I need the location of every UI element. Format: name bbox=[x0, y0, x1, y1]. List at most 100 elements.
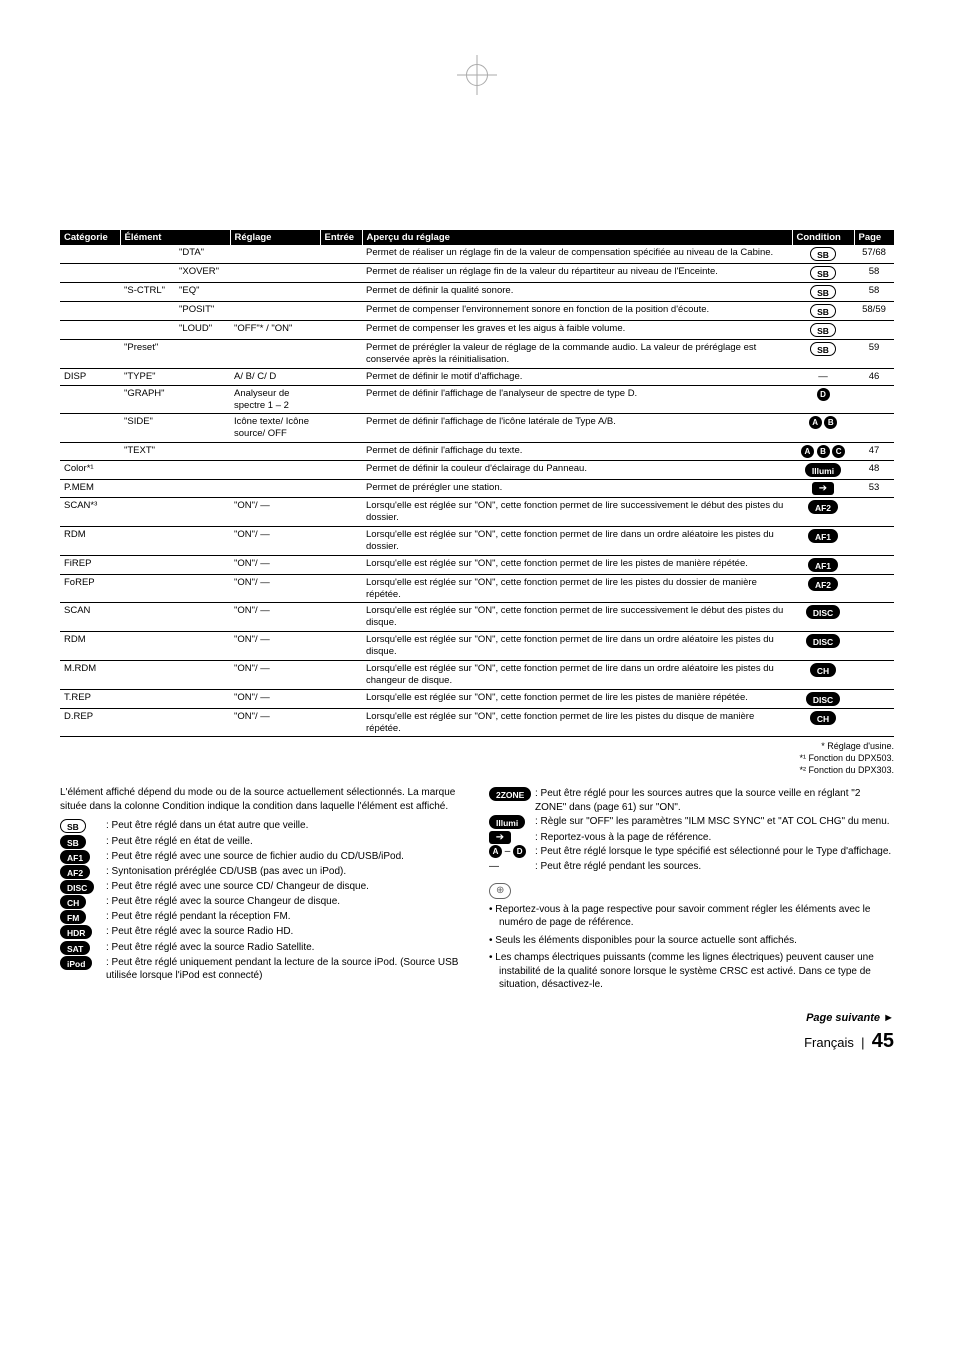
cell-ent bbox=[320, 708, 362, 737]
legend-icon: HDR bbox=[60, 925, 100, 939]
cell-cond: A B bbox=[792, 414, 854, 443]
cell-ap: Permet de réaliser un réglage fin de la … bbox=[362, 245, 792, 264]
table-row: DISP "TYPE" A/ B/ C/ D Permet de définir… bbox=[60, 368, 894, 385]
legend-icon: SB bbox=[60, 835, 100, 849]
cell-ent bbox=[320, 526, 362, 555]
table-row: "DTA" Permet de réaliser un réglage fin … bbox=[60, 245, 894, 264]
legend-row: — : Peut être réglé pendant les sources. bbox=[489, 860, 894, 874]
legend-row: ➔ : Reportez-vous à la page de référence… bbox=[489, 831, 894, 845]
cell-ent bbox=[320, 632, 362, 661]
note-item: Les champs électriques puissants (comme … bbox=[489, 951, 894, 992]
cell-el1 bbox=[120, 660, 175, 689]
cell-cat: Color*¹ bbox=[60, 461, 120, 480]
legend-icon: Illumi bbox=[489, 815, 529, 829]
cell-el1 bbox=[120, 708, 175, 737]
table-row: RDM "ON"/ — Lorsqu'elle est réglée sur "… bbox=[60, 632, 894, 661]
cell-cat: SCAN bbox=[60, 603, 120, 632]
note-item: Seuls les éléments disponibles pour la s… bbox=[489, 934, 894, 948]
cell-reg: Icône texte/ Icône source/ OFF bbox=[230, 414, 320, 443]
cell-el2 bbox=[175, 480, 230, 498]
th-condition: Condition bbox=[792, 230, 854, 245]
cell-reg: A/ B/ C/ D bbox=[230, 368, 320, 385]
cell-reg bbox=[230, 283, 320, 302]
cell-cat bbox=[60, 245, 120, 264]
notes-list: Reportez-vous à la page respective pour … bbox=[489, 903, 894, 992]
cell-page bbox=[854, 603, 894, 632]
cell-cond: CH bbox=[792, 708, 854, 737]
cell-ap: Permet de compenser les graves et les ai… bbox=[362, 321, 792, 340]
cell-reg: "ON"/ — bbox=[230, 555, 320, 574]
legend-row: HDR : Peut être réglé avec la source Rad… bbox=[60, 925, 465, 939]
note-icon: ⊕ bbox=[489, 883, 511, 899]
legend-text: : Peut être réglé avec une source CD/ Ch… bbox=[106, 880, 465, 894]
cell-page: 47 bbox=[854, 443, 894, 461]
cell-ap: Permet de définir la qualité sonore. bbox=[362, 283, 792, 302]
cell-reg: "ON"/ — bbox=[230, 708, 320, 737]
cell-cond: SB bbox=[792, 283, 854, 302]
cell-cond: D bbox=[792, 385, 854, 414]
cell-ent bbox=[320, 283, 362, 302]
cell-el2 bbox=[175, 603, 230, 632]
th-entree: Entrée bbox=[320, 230, 362, 245]
legend-text: : Reportez-vous à la page de référence. bbox=[535, 831, 894, 845]
cell-ap: Lorsqu'elle est réglée sur "ON", cette f… bbox=[362, 708, 792, 737]
cell-page bbox=[854, 498, 894, 527]
cell-el1: "S-CTRL" bbox=[120, 283, 175, 302]
cell-cond: Illumi bbox=[792, 461, 854, 480]
legend-text: : Peut être réglé lorsque le type spécif… bbox=[535, 845, 894, 859]
cell-ent bbox=[320, 555, 362, 574]
legend-text: : Peut être réglé dans un état autre que… bbox=[106, 819, 465, 833]
legend-row: SB : Peut être réglé en état de veille. bbox=[60, 835, 465, 849]
cell-ent bbox=[320, 414, 362, 443]
cell-ent bbox=[320, 340, 362, 369]
cell-reg: Analyseur de spectre 1 – 2 bbox=[230, 385, 320, 414]
cell-el2 bbox=[175, 498, 230, 527]
cell-cat bbox=[60, 283, 120, 302]
cell-page bbox=[854, 660, 894, 689]
cell-reg bbox=[230, 461, 320, 480]
cell-cat: FoREP bbox=[60, 574, 120, 603]
cell-el1 bbox=[120, 603, 175, 632]
cell-el2 bbox=[175, 368, 230, 385]
cell-cond: AF1 bbox=[792, 526, 854, 555]
cell-el2 bbox=[175, 526, 230, 555]
legend-icon: AF2 bbox=[60, 865, 100, 879]
cell-cond: — bbox=[792, 368, 854, 385]
cell-reg bbox=[230, 264, 320, 283]
cell-page bbox=[854, 414, 894, 443]
cell-el1 bbox=[120, 555, 175, 574]
cell-el1 bbox=[120, 632, 175, 661]
table-row: "XOVER" Permet de réaliser un réglage fi… bbox=[60, 264, 894, 283]
legend-text: : Peut être réglé avec la source Radio S… bbox=[106, 941, 465, 955]
cell-el2 bbox=[175, 708, 230, 737]
cell-ent bbox=[320, 321, 362, 340]
cell-el1 bbox=[120, 461, 175, 480]
cell-el1: "TYPE" bbox=[120, 368, 175, 385]
cell-ent bbox=[320, 368, 362, 385]
cell-ap: Permet de définir le motif d'affichage. bbox=[362, 368, 792, 385]
cell-ap: Lorsqu'elle est réglée sur "ON", cette f… bbox=[362, 632, 792, 661]
cell-ap: Permet de réaliser un réglage fin de la … bbox=[362, 264, 792, 283]
legend-icon: CH bbox=[60, 895, 100, 909]
cell-reg bbox=[230, 302, 320, 321]
cell-ap: Permet de définir l'affichage du texte. bbox=[362, 443, 792, 461]
cell-ent bbox=[320, 443, 362, 461]
crop-marks bbox=[60, 60, 894, 90]
cell-ent bbox=[320, 498, 362, 527]
cell-reg bbox=[230, 480, 320, 498]
page-suivante: Page suivante ► bbox=[60, 1012, 894, 1024]
table-row: SCAN "ON"/ — Lorsqu'elle est réglée sur … bbox=[60, 603, 894, 632]
table-row: SCAN*³ "ON"/ — Lorsqu'elle est réglée su… bbox=[60, 498, 894, 527]
legend-row: A – D : Peut être réglé lorsque le type … bbox=[489, 845, 894, 859]
legend-row: CH : Peut être réglé avec la source Chan… bbox=[60, 895, 465, 909]
footnotes: * Réglage d'usine.*¹ Fonction du DPX503.… bbox=[60, 741, 894, 776]
legend-icon: 2ZONE bbox=[489, 787, 529, 801]
cell-ent bbox=[320, 461, 362, 480]
cell-cat: FiREP bbox=[60, 555, 120, 574]
cell-page bbox=[854, 555, 894, 574]
legend-icon: — bbox=[489, 860, 529, 874]
cell-ent bbox=[320, 302, 362, 321]
cell-cat: P.MEM bbox=[60, 480, 120, 498]
th-categorie: Catégorie bbox=[60, 230, 120, 245]
table-row: "Preset" Permet de prérégler la valeur d… bbox=[60, 340, 894, 369]
